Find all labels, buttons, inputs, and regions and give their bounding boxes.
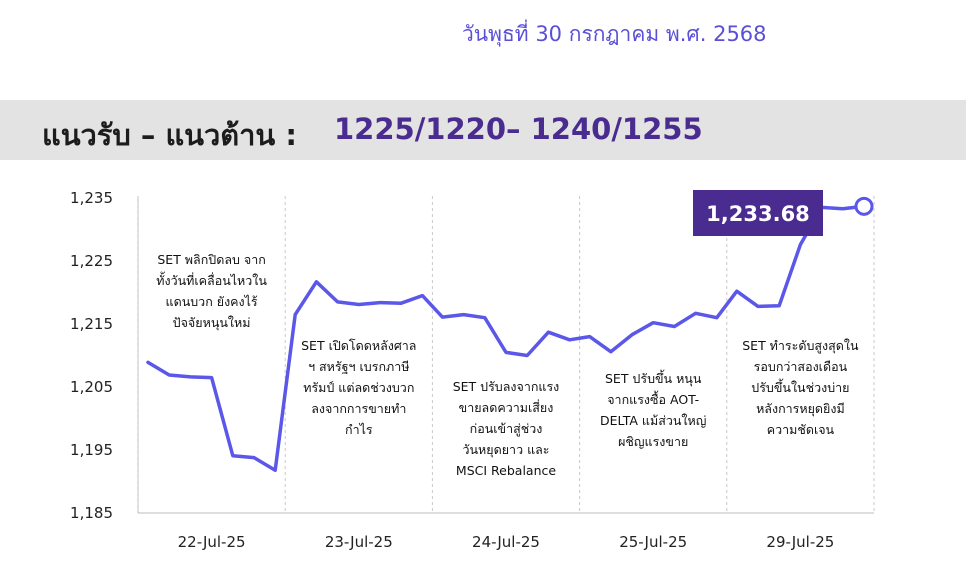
day-annotation-line: จากแรงซื้อ AOT-: [607, 390, 699, 407]
day-annotation-line: ทรัมป์ แต่ลดช่วงบวก: [303, 380, 414, 395]
support-resistance-label: แนวรับ – แนวต้าน :: [42, 118, 297, 152]
y-tick-label: 1,205: [70, 378, 113, 396]
support-resistance-levels: 1225/1220– 1240/1255: [334, 112, 703, 146]
y-tick-label: 1,215: [70, 315, 113, 333]
day-annotation-line: แดนบวก ยังคงไร้: [166, 294, 258, 309]
day-annotation-line: SET ปรับขึ้น หนุน: [605, 369, 702, 387]
set-index-series-line: [146, 204, 866, 472]
day-annotation-line: ลงจากการขายทำ: [311, 401, 406, 416]
day-annotation-line: ขายลดความเสี่ยง: [459, 399, 554, 415]
day-annotation-line: ฯ สหรัฐฯ เบรกภาษี: [308, 359, 409, 374]
day-annotation-line: ทั้งวันที่เคลื่อนไหวใน: [156, 271, 267, 288]
x-tick-label: 29-Jul-25: [766, 533, 834, 551]
x-tick-label: 25-Jul-25: [619, 533, 687, 551]
day-annotation-line: ก่อนเข้าสู่ช่วง: [470, 421, 543, 437]
x-tick-label: 23-Jul-25: [325, 533, 393, 551]
last-value-label: 1,233.68: [706, 202, 810, 226]
day-annotation-line: DELTA แม้ส่วนใหญ่: [600, 413, 706, 428]
last-value-marker: [854, 196, 874, 216]
day-annotation-line: กำไร: [345, 422, 373, 437]
y-tick-label: 1,185: [70, 504, 113, 522]
y-tick-label: 1,195: [70, 441, 113, 459]
day-annotation-line: SET ปรับลงจากแรง: [453, 379, 560, 394]
last-value-callout: [693, 190, 823, 236]
day-annotation-line: SET ทำระดับสูงสุดใน: [742, 338, 859, 354]
day-annotation-line: SET เปิดโดดหลังศาล: [301, 338, 416, 353]
y-tick-label: 1,235: [70, 189, 113, 207]
day-annotation-line: หลังการหยุดยิงมี: [756, 401, 845, 417]
day-annotation-line: ปัจจัยหนุนใหม่: [173, 315, 251, 331]
y-tick-label: 1,225: [70, 252, 113, 270]
day-annotation-line: ความชัดเจน: [767, 422, 835, 437]
support-resistance-band: แนวรับ – แนวต้าน : 1225/1220– 1240/1255: [0, 100, 966, 160]
x-tick-label: 24-Jul-25: [472, 533, 540, 551]
day-annotation-line: วันหยุดยาว และ: [462, 442, 549, 458]
day-annotation-line: ผชิญแรงขาย: [618, 434, 688, 449]
day-annotation-line: รอบกว่าสองเดือน: [754, 359, 848, 374]
day-annotation-line: SET พลิกปิดลบ จาก: [157, 252, 265, 267]
report-date: วันพุธที่ 30 กรกฎาคม พ.ศ. 2568: [462, 22, 767, 46]
x-tick-label: 22-Jul-25: [178, 533, 246, 551]
day-annotation-line: MSCI Rebalance: [456, 463, 556, 478]
day-annotation-line: ปรับขึ้นในช่วงบ่าย: [751, 378, 849, 395]
